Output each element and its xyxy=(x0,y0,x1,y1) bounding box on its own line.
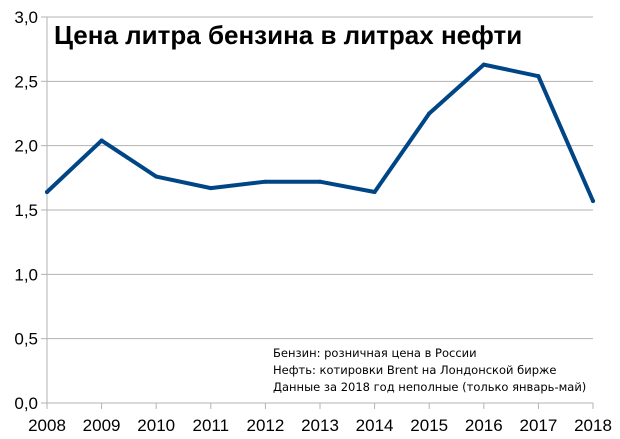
data-point xyxy=(154,174,159,179)
x-tick-label: 2018 xyxy=(574,416,612,435)
x-tick-label: 2017 xyxy=(519,416,557,435)
y-tick-label: 0,0 xyxy=(14,394,38,413)
y-tick-label: 0,5 xyxy=(14,330,38,349)
data-point xyxy=(591,198,595,203)
y-tick-label: 2,0 xyxy=(14,137,38,156)
data-point xyxy=(263,179,268,184)
note-2018: Данные за 2018 год неполные (только янва… xyxy=(273,380,586,394)
data-point xyxy=(536,74,541,79)
x-tick-label: 2015 xyxy=(410,416,448,435)
x-tick-label: 2013 xyxy=(301,416,339,435)
data-point xyxy=(481,62,486,67)
note-gasoline: Бензин: розничная цена в России xyxy=(273,346,477,360)
series-group xyxy=(45,62,595,203)
x-tick-label: 2016 xyxy=(465,416,503,435)
y-tick-label: 2,5 xyxy=(14,72,38,91)
y-tick-label: 3,0 xyxy=(14,8,38,27)
y-tick-label: 1,0 xyxy=(14,265,38,284)
x-tick-label: 2014 xyxy=(356,416,394,435)
data-point xyxy=(99,138,104,143)
x-tick-label: 2008 xyxy=(28,416,66,435)
x-tick-label: 2011 xyxy=(193,416,230,435)
data-point xyxy=(208,186,213,191)
note-oil: Нефть: котировки Brent на Лондонской бир… xyxy=(273,363,556,377)
grid-lines xyxy=(41,16,593,409)
chart-title: Цена литра бензина в литрах нефти xyxy=(54,20,522,50)
x-tick-label: 2010 xyxy=(137,416,175,435)
data-point xyxy=(372,189,377,194)
data-point xyxy=(45,189,49,194)
x-axis-ticks: 2008 2009 2010 2011 2012 2013 2014 2015 2016 2017… xyxy=(28,403,612,435)
y-tick-label: 1,5 xyxy=(14,201,38,220)
data-point xyxy=(427,111,432,116)
data-point xyxy=(318,179,322,184)
x-tick-label: 2012 xyxy=(246,416,284,435)
y-axis-ticks: 0,0 0,5 1,0 1,5 2,0 2,5 3,0 xyxy=(14,8,38,413)
x-tick-label: 2009 xyxy=(83,416,121,435)
